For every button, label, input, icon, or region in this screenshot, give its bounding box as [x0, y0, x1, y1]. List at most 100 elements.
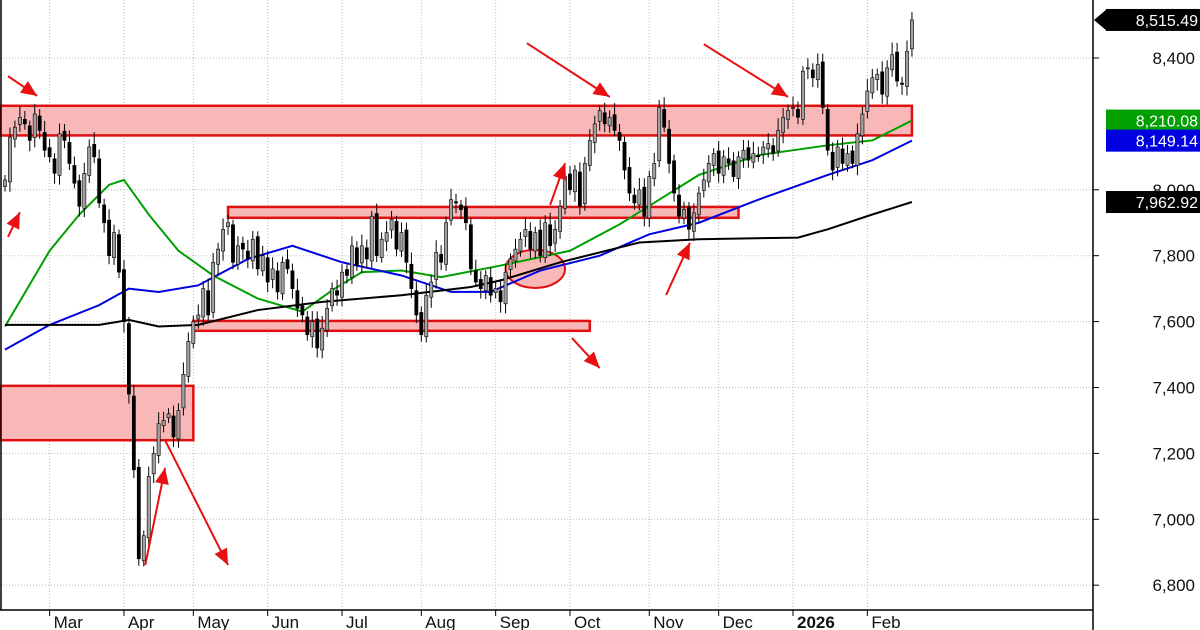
candle-down — [171, 415, 176, 438]
candle-down — [677, 194, 681, 217]
candle-down — [840, 148, 845, 164]
candle-down — [97, 158, 102, 204]
candle-up — [399, 232, 404, 252]
candle-down — [300, 305, 305, 316]
arrow-head — [553, 163, 567, 181]
support-resistance-zone — [0, 104, 914, 137]
candle-up — [320, 327, 325, 351]
y-tick-label: 7,200 — [1152, 444, 1195, 463]
candle-down — [478, 279, 483, 289]
candle-up — [221, 229, 225, 252]
candle-down — [528, 231, 533, 250]
y-tick-label: 7,400 — [1152, 378, 1195, 397]
y-tick-label: 7,800 — [1152, 247, 1195, 266]
candle-down — [275, 270, 280, 293]
candle-up — [325, 308, 330, 331]
candle-up — [781, 117, 785, 133]
candle-down — [850, 150, 855, 164]
candle-up — [57, 133, 62, 176]
candle-up — [449, 199, 453, 221]
candle-up — [885, 67, 890, 97]
price-tag-box — [1106, 109, 1200, 132]
candle-up — [582, 163, 587, 204]
candle-up — [17, 117, 22, 125]
candle-up — [801, 70, 805, 120]
x-tick-label: Sep — [500, 613, 530, 630]
candle-down — [900, 82, 904, 85]
y-tick-label: 8,400 — [1152, 49, 1195, 68]
x-tick-label: Jun — [272, 613, 299, 630]
candle-down — [632, 194, 637, 204]
candle-up — [910, 19, 914, 50]
candle-up — [250, 238, 255, 262]
candle-up — [369, 215, 374, 262]
candle-up — [543, 222, 548, 258]
x-tick-label: Mar — [54, 613, 84, 630]
x-tick-label: 2026 — [797, 613, 835, 630]
candle-up — [751, 153, 756, 163]
candle-up — [201, 288, 206, 318]
arrow-head — [770, 82, 789, 97]
candle-up — [701, 179, 706, 191]
candle-up — [805, 67, 810, 70]
candle-down — [756, 155, 761, 158]
candle-down — [374, 213, 379, 256]
candle-down — [345, 269, 349, 276]
candle-up — [523, 229, 528, 237]
candle-up — [340, 271, 344, 298]
candle-up — [444, 222, 448, 265]
price-tag-label: 8,210.08 — [1136, 114, 1198, 131]
candle-up — [13, 126, 17, 140]
candle-up — [855, 133, 860, 166]
candle-down — [810, 69, 815, 79]
candle-up — [647, 176, 652, 219]
candle-down — [895, 51, 899, 82]
candle-down — [245, 250, 250, 260]
x-tick-label: Feb — [871, 613, 900, 630]
candle-down — [136, 466, 141, 560]
candle-down — [335, 290, 339, 296]
candle-down — [548, 224, 553, 247]
candle-down — [568, 173, 572, 191]
candle-up — [696, 192, 701, 216]
candle-down — [52, 158, 57, 174]
y-tick-label: 7,000 — [1152, 510, 1195, 529]
arrow-head — [592, 82, 610, 97]
candle-up — [637, 189, 642, 206]
candle-up — [657, 107, 662, 162]
x-tick-label: Jul — [346, 613, 368, 630]
arrow-head — [20, 81, 38, 96]
candle-up — [270, 268, 275, 280]
candle-down — [820, 61, 825, 108]
candle-down — [642, 186, 647, 217]
annotation-arrow — [703, 43, 789, 98]
candle-up — [558, 205, 562, 232]
candle-up — [890, 54, 895, 71]
candle-down — [131, 395, 136, 471]
candle-up — [508, 258, 513, 270]
candle-down — [305, 316, 310, 336]
candle-up — [161, 420, 166, 427]
candle-down — [662, 109, 667, 128]
candle-up — [573, 169, 577, 193]
candle-up — [196, 314, 201, 320]
candle-up — [384, 232, 389, 242]
candle-up — [533, 232, 538, 252]
candle-up — [8, 136, 12, 183]
y-tick-label: 6,800 — [1152, 576, 1195, 595]
candle-down — [577, 171, 582, 207]
candle-up — [766, 143, 771, 150]
candle-down — [825, 109, 830, 151]
candle-down — [117, 234, 121, 273]
candle-down — [459, 204, 463, 210]
candle-down — [102, 204, 107, 224]
candle-up — [191, 321, 196, 344]
candle-down — [42, 132, 47, 151]
candle-up — [112, 232, 116, 258]
candle-down — [746, 147, 751, 161]
candle-up — [211, 261, 216, 313]
candle-up — [563, 176, 567, 209]
candle-up — [835, 146, 840, 168]
candle-up — [587, 140, 592, 166]
